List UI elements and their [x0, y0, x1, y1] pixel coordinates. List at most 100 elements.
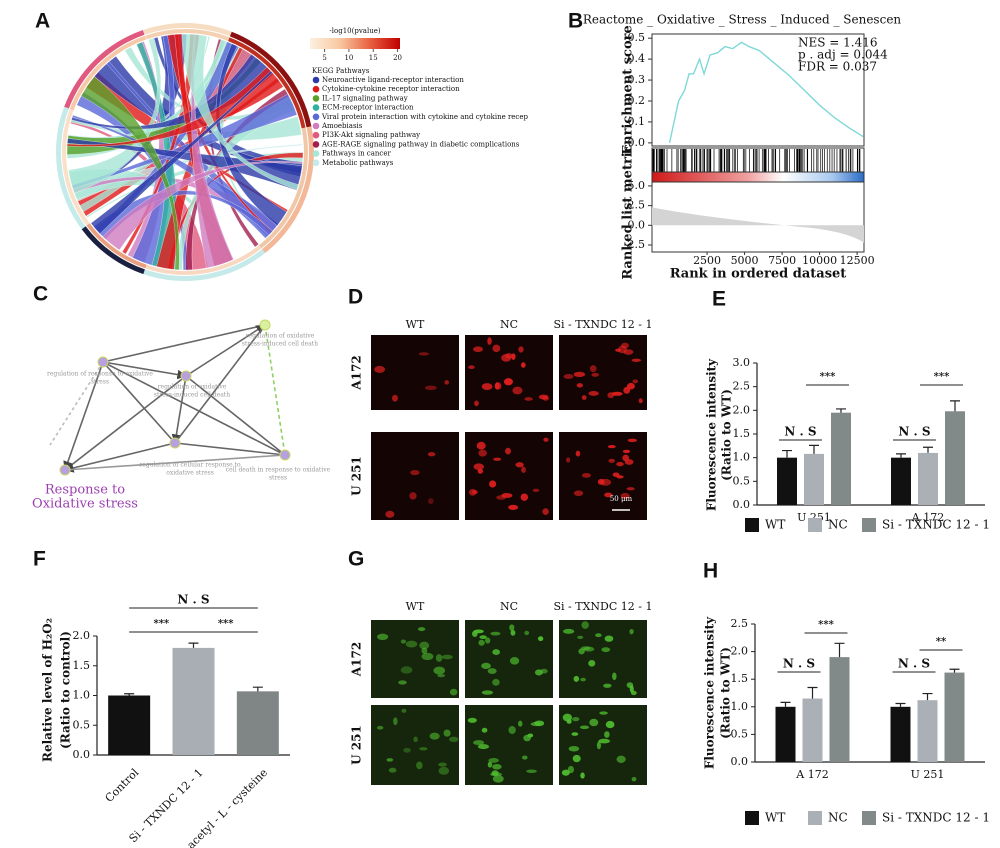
bar	[944, 672, 965, 762]
network-node	[169, 437, 181, 449]
x-tick-label: A 172	[795, 768, 828, 781]
cell	[605, 720, 615, 729]
cell	[580, 772, 585, 779]
cell	[631, 358, 642, 362]
cell	[417, 627, 426, 632]
cell	[622, 449, 631, 454]
error-bar	[922, 692, 933, 701]
node-label: cell death in response to oxidative	[226, 467, 331, 474]
cell	[573, 490, 584, 497]
cell	[471, 490, 478, 495]
chord-arc	[81, 226, 145, 275]
bar	[236, 691, 279, 755]
legend-label: NC	[828, 811, 848, 825]
cell	[492, 678, 500, 686]
cell	[580, 677, 586, 682]
network-node	[259, 319, 271, 331]
cell	[588, 391, 599, 396]
cell	[435, 654, 443, 662]
colorbar-tick-label: 15	[369, 54, 378, 62]
legend-swatch	[745, 518, 759, 532]
cell	[518, 720, 523, 727]
y-tick-label: 0.1	[628, 115, 646, 128]
cell	[568, 745, 580, 752]
y-tick-label: 0.5	[731, 727, 749, 740]
panel-label: B	[568, 10, 583, 33]
row-label: A172	[350, 355, 364, 390]
chord-ribbon	[90, 70, 273, 234]
cell	[588, 660, 596, 667]
cell	[471, 630, 478, 637]
cell	[599, 711, 608, 715]
chord-arc	[262, 126, 314, 254]
node-label: regulation of cellular response to	[139, 462, 241, 469]
cell	[443, 729, 451, 737]
cell	[615, 348, 622, 352]
legend-label: Amoebiasis	[321, 122, 363, 130]
cell	[581, 473, 592, 478]
network-node	[97, 356, 109, 368]
cell	[573, 675, 580, 682]
legend-swatch	[312, 150, 320, 157]
cell	[400, 666, 413, 674]
cell	[620, 492, 630, 500]
legend-label: ECM-receptor interaction	[322, 104, 414, 112]
cell	[577, 635, 584, 639]
cell	[403, 747, 411, 753]
cell	[449, 736, 459, 742]
cell	[376, 725, 384, 730]
cell	[481, 727, 488, 733]
chord-ribbon	[182, 33, 299, 191]
cell	[386, 758, 394, 762]
y-tick-label: 0.4	[628, 52, 646, 65]
cell	[485, 637, 491, 644]
cell	[579, 725, 590, 730]
cell	[573, 371, 586, 378]
cell	[493, 457, 502, 461]
cell	[473, 346, 483, 353]
micrograph	[559, 335, 647, 410]
cell	[444, 380, 450, 385]
node-label: stress	[91, 379, 109, 386]
y-tick-label: 2.5	[628, 199, 646, 212]
cell	[401, 708, 407, 713]
significance-label: ***	[218, 619, 234, 630]
legend-swatch	[862, 811, 876, 825]
y-tick-label: 2.5	[733, 380, 751, 393]
cell	[626, 487, 635, 491]
error-bar	[807, 686, 818, 699]
cell	[526, 769, 537, 774]
y-tick-label: 2.0	[733, 403, 751, 416]
chord-arc	[86, 223, 147, 269]
legend-label: WT	[765, 518, 785, 532]
error-bar	[188, 642, 199, 648]
cell	[391, 394, 398, 402]
cell	[591, 372, 599, 377]
cell	[441, 654, 453, 660]
bar	[917, 700, 938, 762]
significance-label: N . S	[898, 425, 930, 439]
cell	[572, 717, 580, 722]
cell	[438, 762, 447, 767]
colorbar-title: -log10(pvalue)	[329, 27, 380, 35]
cell	[438, 766, 450, 775]
chord-arc	[143, 22, 232, 37]
panel-label: F	[33, 548, 46, 571]
cell	[494, 382, 502, 390]
error-bar	[896, 453, 906, 458]
panel-label: G	[348, 548, 364, 571]
cell	[474, 400, 479, 407]
y-tick-label: 3.0	[733, 356, 751, 369]
cell	[496, 495, 507, 500]
error-bar	[780, 701, 791, 707]
bar	[802, 698, 823, 762]
metric-area	[652, 207, 864, 243]
panel-label: H	[703, 560, 718, 583]
bar	[108, 695, 151, 755]
enrichment-line	[668, 41, 864, 144]
cell	[477, 744, 490, 750]
network-node	[180, 370, 192, 382]
cell	[488, 758, 499, 763]
cell	[492, 763, 502, 770]
cell	[597, 478, 605, 485]
